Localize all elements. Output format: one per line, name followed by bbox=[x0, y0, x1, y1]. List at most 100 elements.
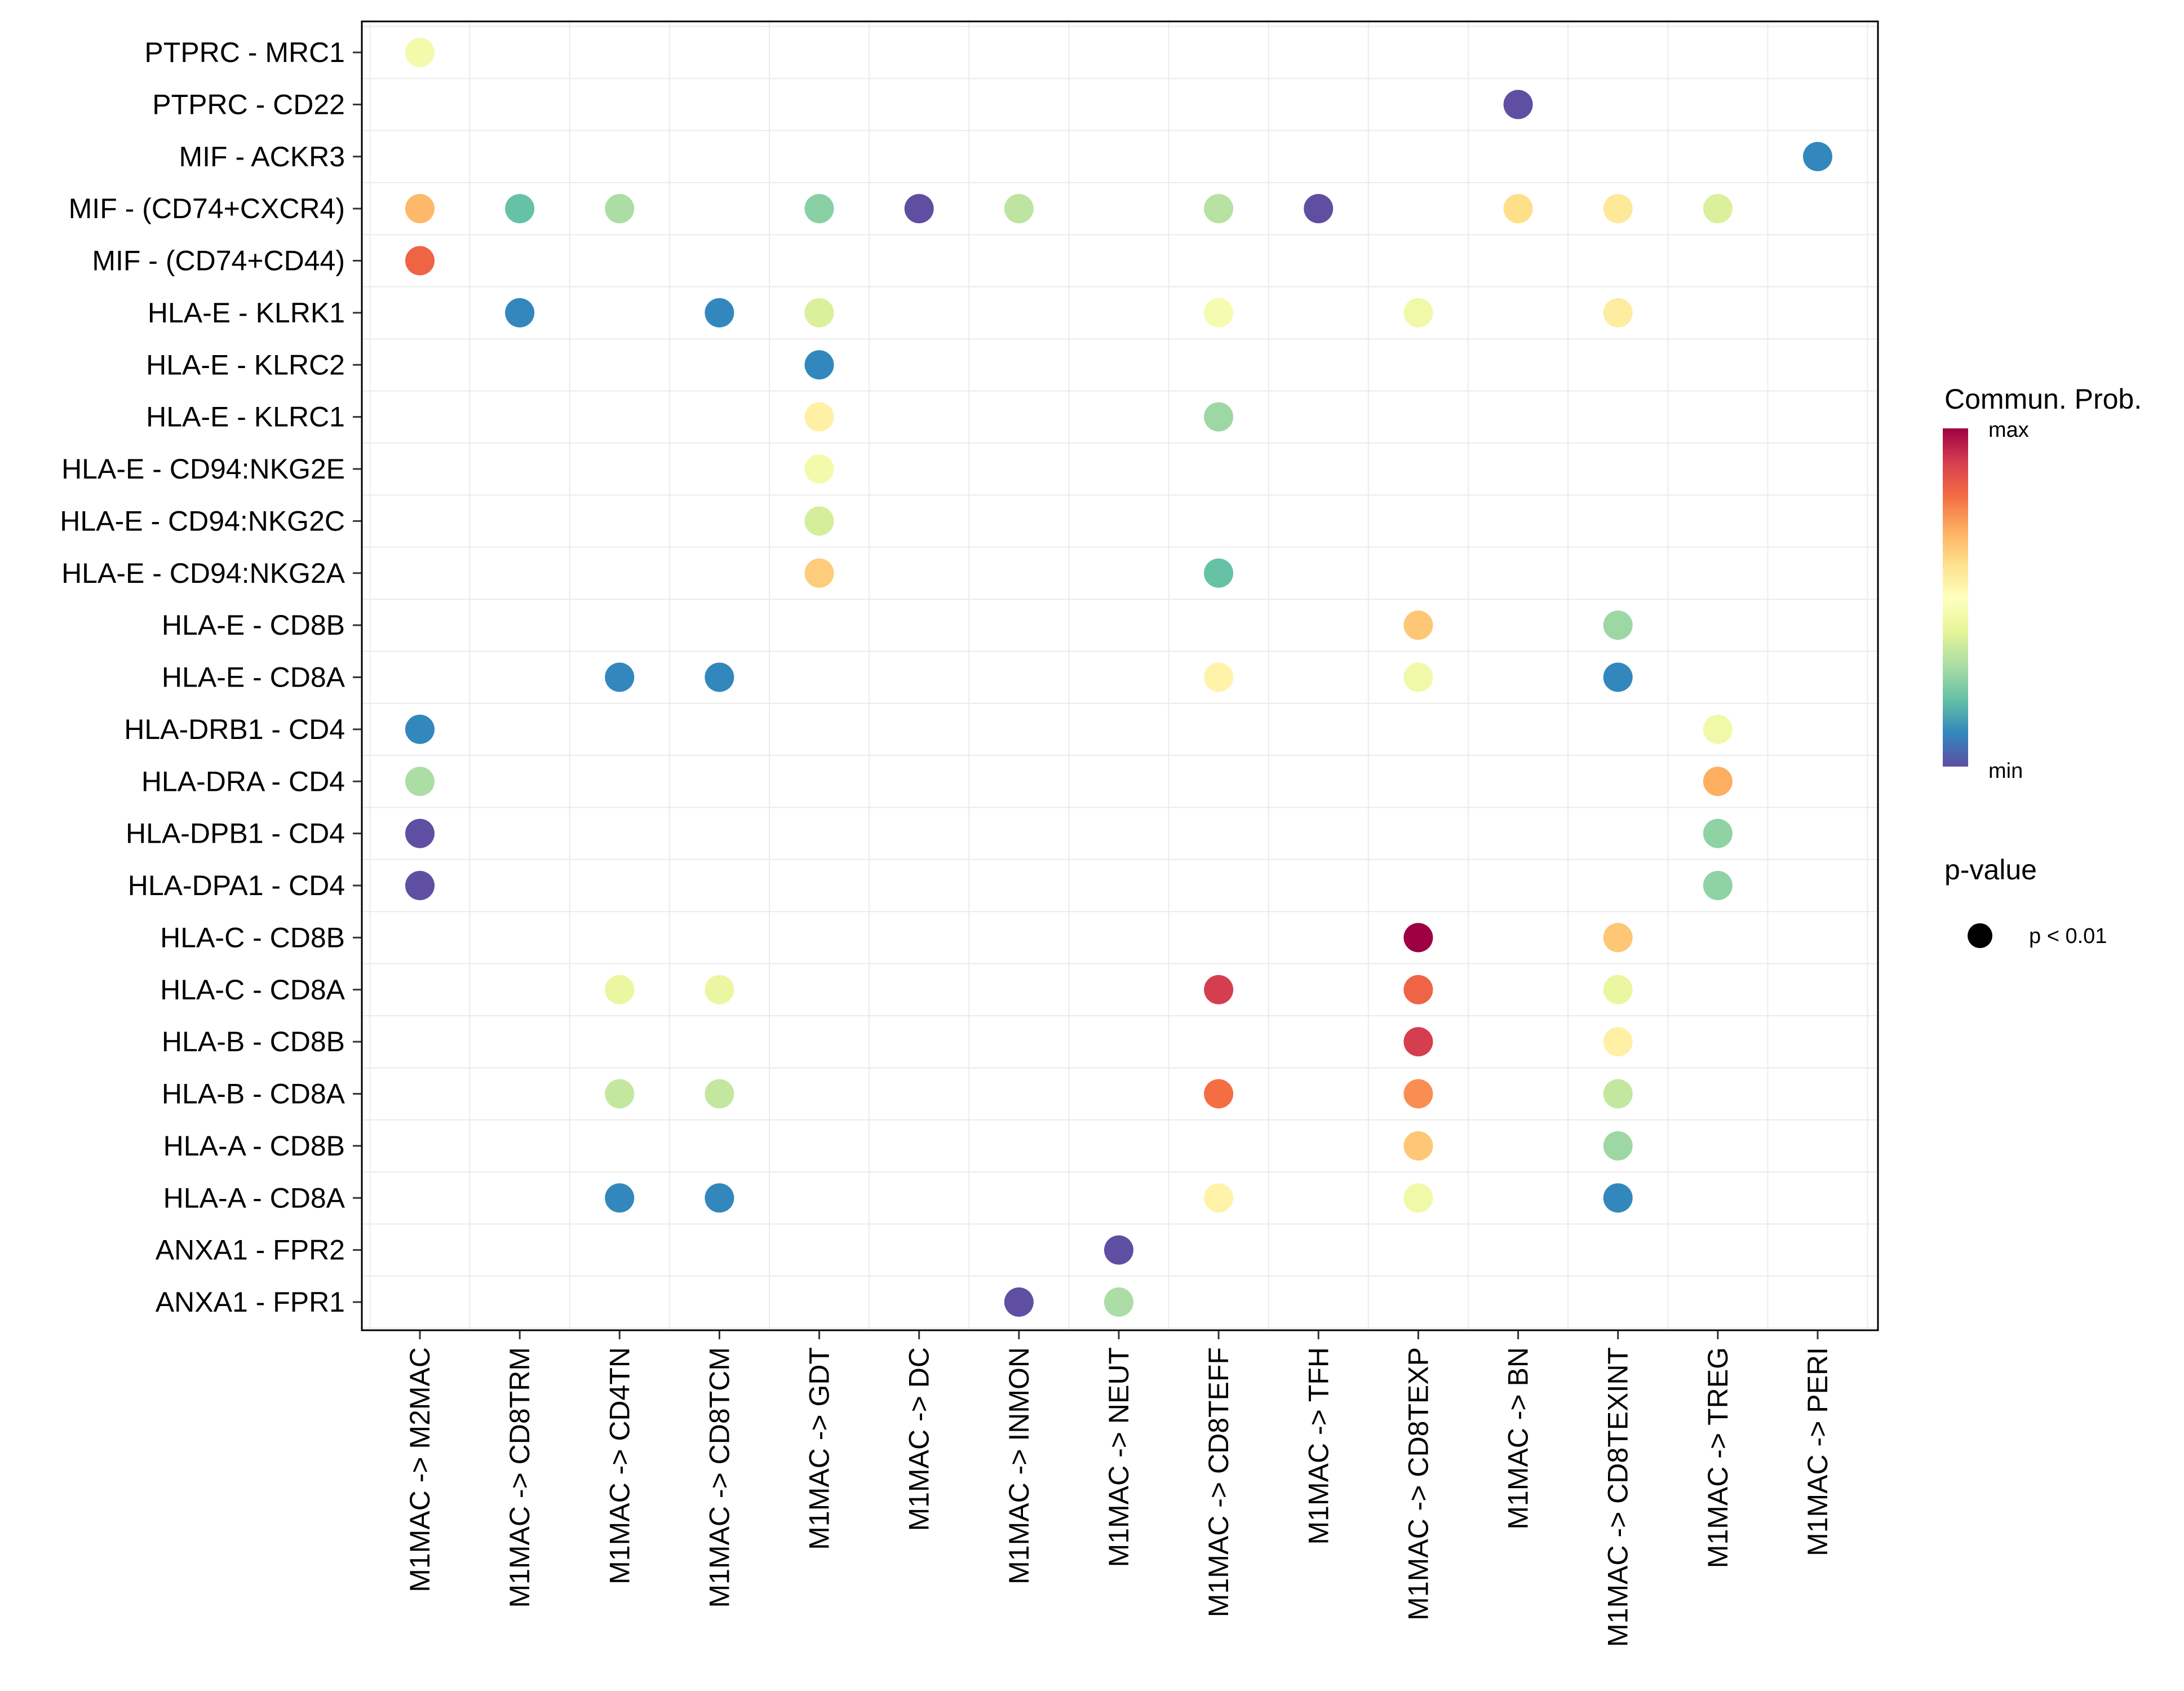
x-tick-label: M1MAC -> CD4TN bbox=[604, 1347, 635, 1584]
data-point bbox=[1403, 1079, 1433, 1109]
x-tick-label: M1MAC -> INMON bbox=[1003, 1347, 1035, 1584]
color-legend-max-label: max bbox=[1988, 418, 2029, 442]
data-point bbox=[804, 402, 834, 432]
y-tick-label: HLA-DPA1 - CD4 bbox=[128, 870, 345, 901]
size-legend-title: p-value bbox=[1944, 854, 2037, 886]
y-tick-label: HLA-E - KLRC1 bbox=[146, 401, 345, 433]
data-point bbox=[405, 818, 435, 848]
data-point bbox=[705, 975, 734, 1004]
data-point bbox=[1603, 1183, 1633, 1213]
data-point bbox=[605, 1183, 635, 1213]
y-tick-label: HLA-E - KLRK1 bbox=[148, 297, 345, 329]
data-point bbox=[804, 194, 834, 224]
color-legend-title: Commun. Prob. bbox=[1944, 383, 2142, 415]
data-point bbox=[1104, 1235, 1133, 1265]
data-point bbox=[804, 506, 834, 536]
data-point bbox=[1603, 1027, 1633, 1057]
color-legend-bar bbox=[1943, 428, 1968, 767]
data-point bbox=[405, 38, 435, 67]
data-point bbox=[1503, 194, 1533, 224]
data-point bbox=[1204, 402, 1234, 432]
data-point bbox=[1403, 923, 1433, 953]
data-point bbox=[1403, 298, 1433, 327]
x-tick-label: M1MAC -> CD8TEXINT bbox=[1602, 1347, 1634, 1647]
x-tick-label: M1MAC -> TFH bbox=[1303, 1347, 1334, 1545]
y-tick-label: HLA-C - CD8B bbox=[160, 922, 345, 953]
data-point bbox=[405, 767, 435, 796]
y-tick-label: PTPRC - MRC1 bbox=[144, 37, 345, 68]
data-point bbox=[705, 662, 734, 692]
data-point bbox=[1204, 1183, 1234, 1213]
legend: Commun. Prob. max min p-value p < 0.01 bbox=[1943, 383, 2142, 948]
data-point bbox=[1204, 662, 1234, 692]
y-tick-label: HLA-A - CD8B bbox=[163, 1130, 345, 1162]
data-point bbox=[1803, 141, 1832, 171]
y-tick-label: HLA-E - CD8A bbox=[162, 662, 345, 693]
data-point bbox=[405, 246, 435, 276]
y-tick-label: HLA-E - KLRC2 bbox=[146, 349, 345, 380]
data-point bbox=[804, 298, 834, 327]
y-tick-label: ANXA1 - FPR1 bbox=[156, 1286, 345, 1318]
data-point bbox=[505, 194, 535, 224]
data-point bbox=[1004, 1287, 1034, 1317]
y-tick-label: HLA-B - CD8B bbox=[162, 1026, 345, 1057]
size-legend-label: p < 0.01 bbox=[2029, 924, 2107, 948]
data-point bbox=[1603, 1131, 1633, 1161]
data-point bbox=[1703, 767, 1733, 796]
x-tick-label: M1MAC -> TREG bbox=[1702, 1347, 1734, 1568]
data-point bbox=[605, 194, 635, 224]
data-point bbox=[605, 1079, 635, 1109]
data-point bbox=[1703, 871, 1733, 900]
data-point bbox=[405, 714, 435, 744]
data-point bbox=[1403, 1131, 1433, 1161]
data-points bbox=[405, 38, 1832, 1317]
y-tick-label: ANXA1 - FPR2 bbox=[156, 1234, 345, 1266]
data-point bbox=[1703, 714, 1733, 744]
data-point bbox=[1403, 610, 1433, 640]
data-point bbox=[1204, 558, 1234, 588]
y-tick-label: MIF - (CD74+CXCR4) bbox=[69, 193, 345, 224]
data-point bbox=[804, 350, 834, 380]
x-tick-label: M1MAC -> DC bbox=[903, 1347, 935, 1531]
data-point bbox=[1104, 1287, 1133, 1317]
y-axis-ticks bbox=[353, 51, 362, 1303]
x-axis-labels: M1MAC -> M2MAC M1MAC -> CD8TRM M1MAC -> CD… bbox=[404, 1347, 1833, 1647]
y-tick-label: HLA-B - CD8A bbox=[162, 1078, 345, 1110]
x-tick-label: M1MAC -> CD8TCM bbox=[703, 1347, 735, 1608]
data-point bbox=[1603, 662, 1633, 692]
y-tick-label: HLA-A - CD8A bbox=[163, 1182, 345, 1214]
x-tick-label: M1MAC -> PERI bbox=[1802, 1347, 1833, 1556]
data-point bbox=[804, 454, 834, 484]
color-legend-min-label: min bbox=[1988, 759, 2023, 783]
x-tick-label: M1MAC -> GDT bbox=[804, 1347, 835, 1550]
y-tick-label: HLA-E - CD8B bbox=[162, 609, 345, 641]
data-point bbox=[1204, 975, 1234, 1004]
gridlines bbox=[362, 21, 1878, 1330]
data-point bbox=[1204, 194, 1234, 224]
data-point bbox=[1403, 662, 1433, 692]
data-point bbox=[1703, 194, 1733, 224]
data-point bbox=[705, 1079, 734, 1109]
data-point bbox=[1304, 194, 1334, 224]
y-tick-label: PTPRC - CD22 bbox=[152, 88, 345, 120]
data-point bbox=[1004, 194, 1034, 224]
data-point bbox=[1603, 923, 1633, 953]
x-tick-label: M1MAC -> CD8TRM bbox=[504, 1347, 535, 1608]
data-point bbox=[1603, 1079, 1633, 1109]
y-tick-label: MIF - (CD74+CD44) bbox=[92, 245, 345, 277]
y-tick-label: HLA-DRA - CD4 bbox=[141, 765, 345, 797]
x-tick-label: M1MAC -> BN bbox=[1503, 1347, 1534, 1530]
x-tick-label: M1MAC -> CD8TEXP bbox=[1402, 1347, 1434, 1621]
data-point bbox=[1603, 194, 1633, 224]
data-point bbox=[705, 298, 734, 327]
data-point bbox=[1603, 975, 1633, 1004]
y-tick-label: HLA-E - CD94:NKG2E bbox=[61, 453, 345, 485]
data-point bbox=[405, 871, 435, 900]
data-point bbox=[1503, 90, 1533, 119]
x-axis-ticks bbox=[419, 1330, 1819, 1339]
data-point bbox=[705, 1183, 734, 1213]
y-tick-label: HLA-E - CD94:NKG2A bbox=[61, 557, 345, 589]
data-point bbox=[605, 662, 635, 692]
